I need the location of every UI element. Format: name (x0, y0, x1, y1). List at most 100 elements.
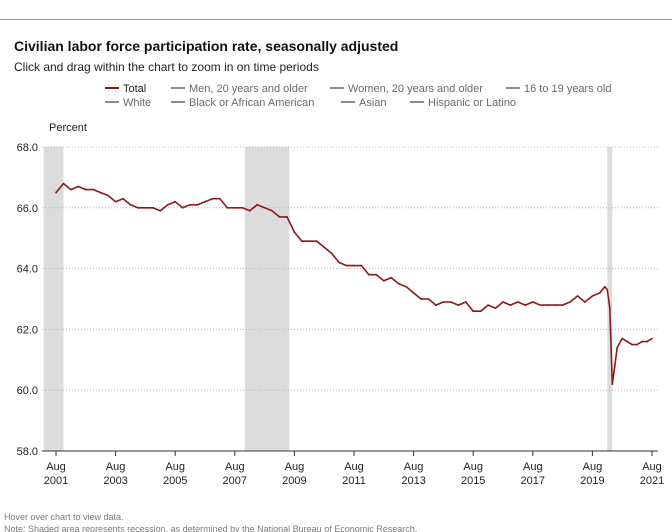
legend-item-men[interactable]: Men, 20 years and older (171, 83, 308, 96)
x-tick-label-year: 2011 (342, 475, 366, 487)
x-tick-label-month: Aug (285, 461, 305, 473)
top-divider (0, 19, 672, 20)
data-point (651, 337, 653, 340)
data-point (345, 264, 348, 267)
legend-swatch-women (330, 87, 344, 90)
x-tick-label-month: Aug (225, 461, 245, 473)
x-tick-label-year: 2013 (401, 475, 425, 487)
x-tick-label-year: 2019 (580, 475, 604, 487)
series-line-total[interactable] (55, 182, 653, 385)
data-point (502, 301, 504, 303)
data-point (278, 216, 281, 218)
y-tick-label: 68.0 (17, 142, 38, 154)
x-tick-label-year: 2003 (103, 475, 127, 487)
y-tick-label: 60.0 (17, 385, 38, 397)
data-point (204, 200, 206, 203)
legend-item-black[interactable]: Black or African American (171, 97, 314, 110)
data-point (99, 191, 102, 194)
legend-label-asian: Asian (359, 97, 387, 109)
recession-shading (43, 147, 613, 451)
data-point (263, 206, 266, 209)
legend-item-16-to-19[interactable]: 16 to 19 years old (506, 83, 611, 96)
data-point (353, 264, 355, 267)
data-point (412, 292, 415, 294)
x-tick-label-month: Aug (642, 461, 662, 473)
data-point (591, 295, 594, 297)
y-tick-label: 66.0 (17, 203, 38, 215)
data-point (375, 273, 378, 276)
data-point (62, 182, 65, 185)
data-point (464, 301, 467, 303)
data-point (137, 206, 139, 209)
data-point (539, 304, 542, 306)
legend-label-total: Total (123, 83, 147, 95)
data-point (509, 304, 512, 306)
y-axis-label: Percent (49, 122, 87, 134)
y-tick-label: 62.0 (17, 324, 38, 336)
recession-band-3 (607, 147, 613, 451)
legend-item-total[interactable]: Total (105, 83, 146, 96)
data-point (92, 188, 95, 191)
data-point (606, 289, 609, 291)
data-point (248, 209, 251, 212)
legend: Total Men, 20 years and older Women, 20 … (0, 82, 672, 114)
x-tick-label-month: Aug (165, 461, 185, 473)
data-point (286, 216, 288, 218)
legend-label-hispanic: Hispanic or Latino (428, 97, 517, 109)
data-point (603, 285, 606, 288)
x-tick-label-year: 2007 (223, 475, 247, 487)
x-tick-label-month: Aug (46, 461, 66, 473)
data-point (442, 301, 445, 303)
data-point (211, 197, 214, 200)
data-point (107, 194, 110, 197)
data-point (308, 240, 311, 243)
data-point (427, 298, 430, 300)
legend-item-white[interactable]: White (105, 97, 151, 110)
data-point (271, 209, 273, 212)
data-point (457, 304, 460, 306)
data-point (77, 185, 80, 188)
data-point (487, 304, 489, 306)
legend-label-white: White (123, 97, 152, 109)
x-tick-label-month: Aug (404, 461, 424, 473)
y-axis-ticks: 68.0 66.0 64.0 62.0 60.0 58.0 (17, 142, 38, 458)
legend-swatch-men (171, 87, 185, 90)
legend-item-asian[interactable]: Asian (341, 97, 387, 110)
data-point (226, 206, 229, 209)
data-point (517, 301, 519, 303)
data-point (576, 295, 579, 297)
data-point (631, 343, 633, 346)
data-point (641, 340, 643, 343)
line-chart[interactable]: Percent 68.0 66.0 64.0 62.0 60.0 58.0 Aug 2001… (0, 0, 672, 500)
legend-item-hispanic[interactable]: Hispanic or Latino (410, 97, 516, 110)
legend-swatch-white (105, 101, 119, 104)
data-point (152, 206, 154, 209)
data-point (554, 304, 557, 306)
x-tick-label-month: Aug (344, 461, 364, 473)
y-tick-label: 64.0 (17, 264, 38, 276)
data-point (315, 240, 318, 243)
data-point (546, 304, 549, 306)
data-point (405, 285, 408, 288)
x-tick-label-year: 2017 (521, 475, 545, 487)
data-point (233, 206, 236, 209)
legend-label-16-to-19: 16 to 19 years old (524, 83, 612, 95)
data-point (219, 197, 221, 200)
legend-swatch-16-to-19 (506, 87, 520, 90)
data-point (368, 273, 370, 276)
recession-note: Note: Shaded area represents recession, … (4, 524, 418, 532)
legend-item-women[interactable]: Women, 20 years and older (330, 83, 483, 96)
data-point (390, 276, 393, 279)
data-point (613, 365, 616, 367)
legend-swatch-black (171, 101, 185, 104)
data-point (611, 383, 614, 385)
data-point (621, 337, 624, 340)
x-tick-label-month: Aug (523, 461, 543, 473)
x-tick-label-year: 2005 (163, 475, 187, 487)
data-point (129, 203, 132, 206)
data-point (174, 200, 177, 203)
series-layer[interactable] (55, 182, 653, 385)
y-tick-label: 58.0 (17, 446, 38, 458)
recession-band-1 (43, 147, 64, 451)
